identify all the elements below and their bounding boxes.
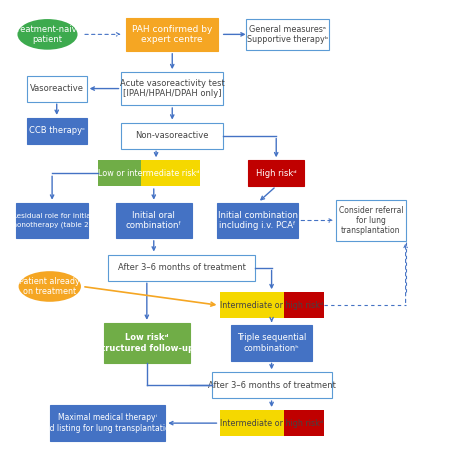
Text: Initial oral
combinationᶠ: Initial oral combinationᶠ [126,211,182,230]
Text: CCB therapyᶜ: CCB therapyᶜ [28,127,85,136]
Text: PAH confirmed by
expert centre: PAH confirmed by expert centre [132,25,212,44]
FancyBboxPatch shape [50,405,165,441]
FancyBboxPatch shape [231,325,312,361]
Text: Patient already
on treatment: Patient already on treatment [19,277,80,296]
FancyBboxPatch shape [211,373,332,398]
FancyBboxPatch shape [248,160,304,186]
FancyBboxPatch shape [116,203,192,238]
Text: Low riskᵈ
Structured follow-upᵍ: Low riskᵈ Structured follow-upᵍ [95,333,199,353]
Text: Non-vasoreactive: Non-vasoreactive [136,131,209,140]
Text: Low or intermediate riskᵈ: Low or intermediate riskᵈ [99,169,200,178]
Text: After 3–6 months of treatment: After 3–6 months of treatment [208,381,336,390]
Text: General measuresᵃ
Supportive therapyᵇ: General measuresᵃ Supportive therapyᵇ [247,25,328,44]
Text: Triple sequential
combinationʰ: Triple sequential combinationʰ [237,333,306,353]
Text: Acute vasoreactivity test
[IPAH/HPAH/DPAH only]: Acute vasoreactivity test [IPAH/HPAH/DPA… [120,79,225,98]
Ellipse shape [18,271,81,302]
FancyBboxPatch shape [336,201,406,240]
FancyBboxPatch shape [284,292,324,318]
Text: Treatment-naive
patient: Treatment-naive patient [13,25,82,44]
FancyBboxPatch shape [27,118,87,144]
FancyBboxPatch shape [27,76,87,101]
Text: Intermediate or high riskᵈ: Intermediate or high riskᵈ [220,301,323,310]
FancyBboxPatch shape [284,410,324,436]
Text: Vasoreactive: Vasoreactive [30,84,84,93]
FancyBboxPatch shape [126,18,219,51]
FancyBboxPatch shape [217,203,298,238]
Text: Consider referral
for lung
transplantation: Consider referral for lung transplantati… [338,206,403,236]
FancyBboxPatch shape [16,203,88,238]
FancyBboxPatch shape [141,160,200,186]
FancyBboxPatch shape [246,19,329,50]
FancyBboxPatch shape [219,292,284,318]
Text: High riskᵈ: High riskᵈ [256,169,297,178]
FancyBboxPatch shape [104,323,190,363]
Text: Initial combination
including i.v. PCAᶠ: Initial combination including i.v. PCAᶠ [218,211,298,230]
FancyBboxPatch shape [219,410,284,436]
Ellipse shape [18,19,78,50]
Text: Residual role for initial
monotherapy (table 2)ʰ: Residual role for initial monotherapy (t… [10,213,94,228]
FancyBboxPatch shape [108,255,255,281]
FancyBboxPatch shape [121,72,223,105]
FancyBboxPatch shape [121,123,223,149]
Text: Intermediate or high riskᵈ: Intermediate or high riskᵈ [220,419,323,428]
Text: Maximal medical therapyⁱ
and listing for lung transplantationʲ: Maximal medical therapyⁱ and listing for… [39,413,175,433]
FancyBboxPatch shape [98,160,141,186]
Text: After 3–6 months of treatment: After 3–6 months of treatment [118,263,246,272]
